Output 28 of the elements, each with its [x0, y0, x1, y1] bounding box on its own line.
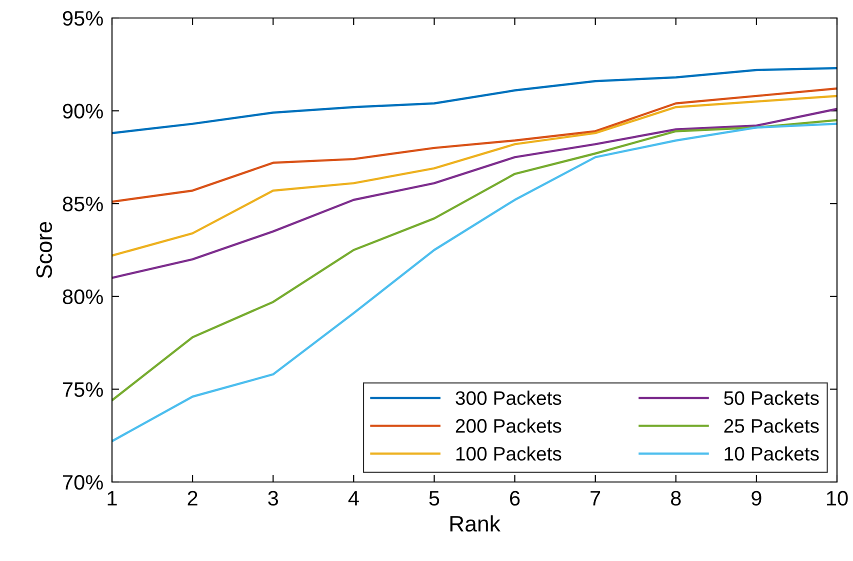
- y-tick-label: 75%: [63, 382, 103, 397]
- x-tick-label: 8: [671, 490, 681, 506]
- legend-label: 200 Packets: [456, 418, 562, 433]
- line-series: [112, 94, 837, 257]
- y-tick-label: 85%: [62, 196, 103, 212]
- legend-label: 100 Packets: [456, 446, 562, 461]
- legend-label: 25 Packets: [724, 418, 819, 433]
- x-tick-label: 4: [348, 491, 359, 506]
- legend-label: 300 Packets: [456, 390, 562, 405]
- line-series: [112, 67, 837, 134]
- y-axis-title: Score: [36, 222, 52, 278]
- x-tick-label: 1: [108, 491, 117, 506]
- x-tick-label: 6: [510, 490, 520, 506]
- y-tick-label: 70%: [63, 475, 103, 490]
- x-tick-label: 3: [268, 490, 278, 506]
- y-tick-label: 95%: [62, 11, 103, 26]
- legend-label: 10 Packets: [724, 446, 819, 461]
- x-tick-label: 5: [429, 491, 440, 506]
- x-axis-title: Rank: [450, 515, 500, 532]
- y-tick-label: 80%: [62, 289, 103, 304]
- line-series: [112, 87, 837, 203]
- line-series: [112, 108, 837, 279]
- x-tick-label: 7: [590, 491, 600, 506]
- x-tick-label: 10: [827, 490, 848, 506]
- x-tick-label: 2: [188, 490, 198, 506]
- legend-label: 50 Packets: [724, 390, 819, 405]
- y-tick-label: 90%: [62, 104, 103, 119]
- x-tick-label: 9: [752, 490, 762, 506]
